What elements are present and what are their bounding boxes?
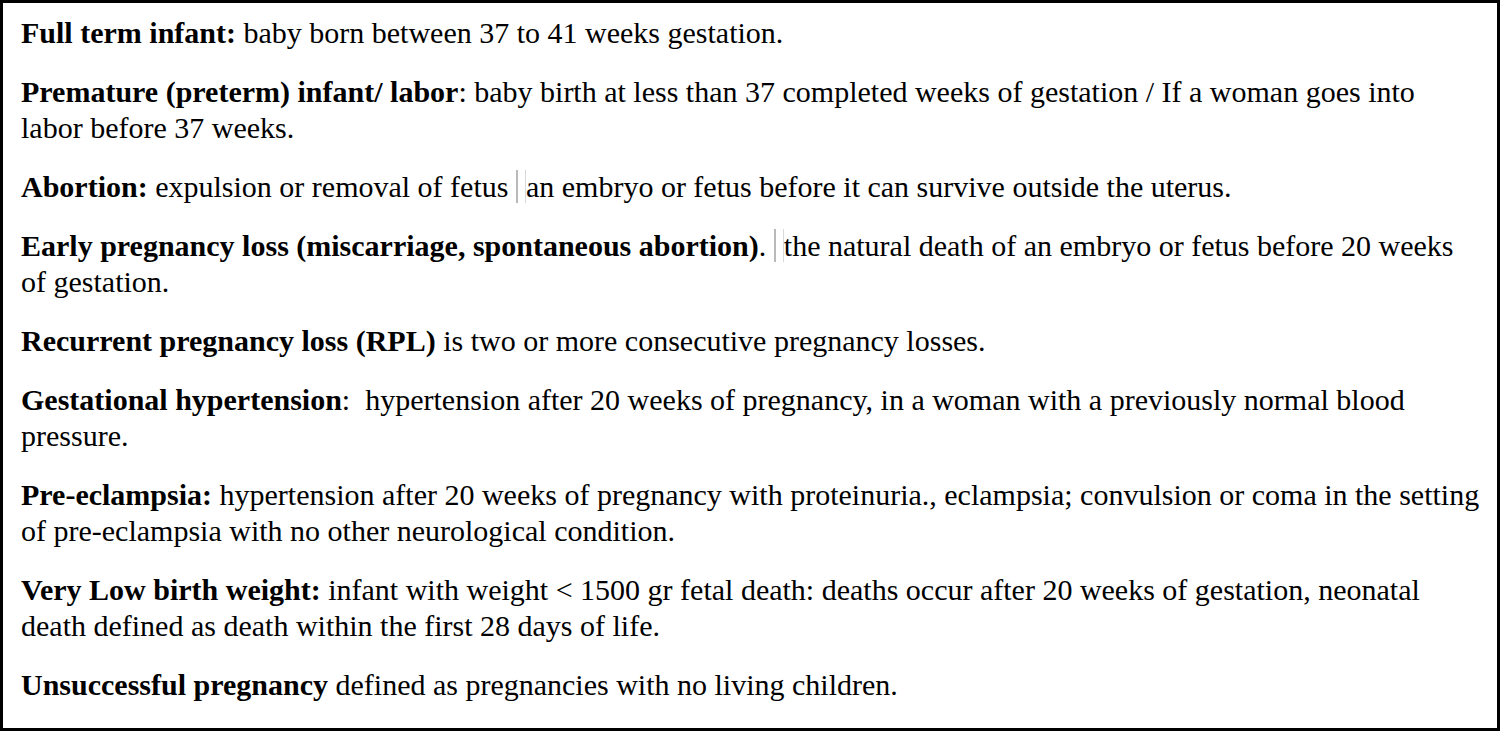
text-cursor-artifact bbox=[516, 170, 526, 203]
term-pre-eclampsia: Pre-eclampsia: bbox=[21, 478, 212, 511]
definitions-box: Full term infant: baby born between 37 t… bbox=[0, 0, 1500, 731]
term-very-low-birth-weight: Very Low birth weight: bbox=[21, 573, 321, 606]
term-gestational-hypertension: Gestational hypertension bbox=[21, 383, 342, 416]
definition-text: defined as pregnancies with no living ch… bbox=[328, 668, 898, 701]
term-recurrent-pregnancy-loss: Recurrent pregnancy loss (RPL) bbox=[21, 324, 436, 357]
definition-text: an embryo or fetus before it can survive… bbox=[526, 170, 1232, 203]
definition-text: baby born between 37 to 41 weeks gestati… bbox=[236, 16, 783, 49]
definition-text: . bbox=[759, 229, 774, 262]
definition-paragraph-premature-infant: Premature (preterm) infant/ labor: baby … bbox=[21, 74, 1483, 146]
definition-paragraph-abortion: Abortion: expulsion or removal of fetus … bbox=[21, 169, 1483, 205]
term-abortion: Abortion: bbox=[21, 170, 148, 203]
definition-paragraph-full-term-infant: Full term infant: baby born between 37 t… bbox=[21, 15, 1483, 51]
definition-text: expulsion or removal of fetus bbox=[148, 170, 516, 203]
text-cursor-artifact bbox=[774, 229, 784, 262]
term-full-term-infant: Full term infant: bbox=[21, 16, 236, 49]
definition-paragraph-early-pregnancy-loss: Early pregnancy loss (miscarriage, spont… bbox=[21, 228, 1483, 300]
definition-paragraph-pre-eclampsia: Pre-eclampsia: hypertension after 20 wee… bbox=[21, 477, 1483, 549]
definition-paragraph-gestational-hypertension: Gestational hypertension: hypertension a… bbox=[21, 382, 1483, 454]
definition-paragraph-recurrent-pregnancy-loss: Recurrent pregnancy loss (RPL) is two or… bbox=[21, 323, 1483, 359]
term-premature-infant: Premature (preterm) infant/ labor bbox=[21, 75, 458, 108]
term-unsuccessful-pregnancy: Unsuccessful pregnancy bbox=[21, 668, 328, 701]
term-early-pregnancy-loss: Early pregnancy loss (miscarriage, spont… bbox=[21, 229, 759, 262]
definition-paragraph-very-low-birth-weight: Very Low birth weight: infant with weigh… bbox=[21, 572, 1483, 644]
definition-text: hypertension after 20 weeks of pregnancy… bbox=[21, 478, 1487, 547]
definition-paragraph-unsuccessful-pregnancy: Unsuccessful pregnancy defined as pregna… bbox=[21, 667, 1483, 703]
definition-text: is two or more consecutive pregnancy los… bbox=[436, 324, 986, 357]
